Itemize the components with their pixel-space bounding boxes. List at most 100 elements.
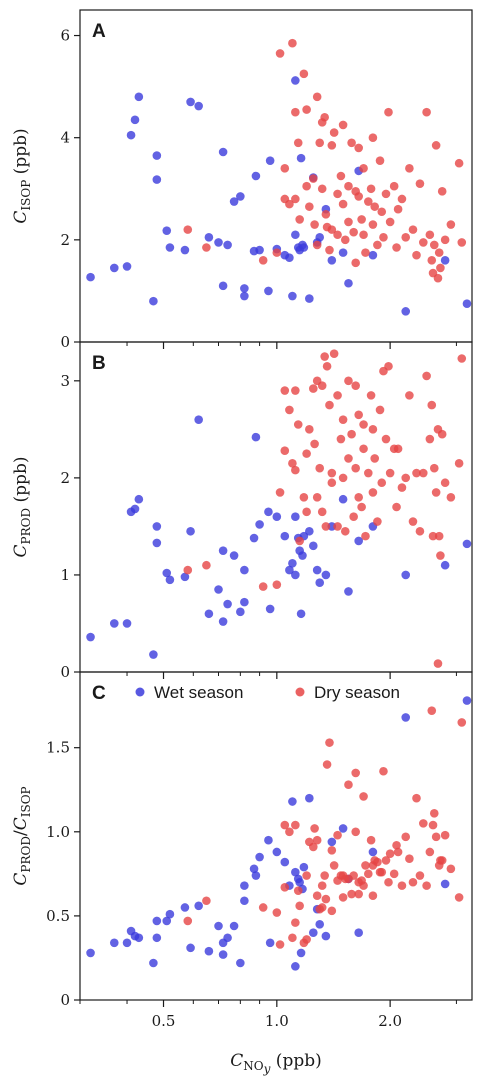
data-point [344, 278, 353, 288]
data-point [412, 793, 421, 803]
data-point [354, 536, 363, 546]
data-point [317, 381, 327, 390]
data-point [349, 512, 358, 522]
data-point [338, 199, 348, 209]
data-point [86, 272, 95, 282]
data-point [415, 526, 425, 536]
data-point [446, 220, 456, 229]
data-point [431, 488, 441, 497]
data-point [340, 235, 350, 245]
data-point [293, 420, 303, 429]
data-point [425, 434, 435, 444]
data-point [240, 291, 249, 301]
data-point [280, 164, 290, 173]
data-point [384, 877, 393, 887]
data-point [415, 871, 425, 880]
data-point [152, 916, 162, 926]
data-point [344, 376, 353, 386]
data-point [344, 587, 353, 596]
data-point [280, 386, 290, 395]
data-point [109, 619, 119, 628]
y-tick-label: 1.5 [46, 739, 70, 757]
data-point [317, 184, 327, 194]
data-point [214, 921, 223, 931]
data-point [291, 570, 300, 580]
data-point [333, 391, 342, 400]
data-point [315, 920, 325, 929]
data-point [338, 473, 348, 483]
data-point [251, 871, 261, 880]
data-point [428, 531, 438, 541]
data-point [327, 141, 337, 150]
data-point [275, 940, 285, 949]
data-point [392, 840, 401, 850]
data-point [272, 847, 282, 857]
data-point [431, 832, 441, 842]
data-point [329, 349, 339, 358]
data-point [291, 107, 300, 117]
data-point [293, 886, 303, 895]
data-point [229, 921, 239, 931]
data-point [218, 546, 228, 555]
data-point [351, 381, 360, 390]
data-point [315, 138, 325, 148]
data-point [251, 432, 261, 442]
data-point [431, 141, 441, 150]
data-point [457, 238, 467, 247]
series-dry-season [183, 659, 467, 949]
data-point [368, 250, 378, 260]
data-point [422, 371, 431, 381]
data-point [149, 958, 158, 968]
data-point [309, 384, 318, 393]
data-point [405, 164, 414, 173]
series-dry-season [183, 349, 467, 591]
data-point [295, 901, 304, 911]
data-point [302, 181, 311, 191]
x-tick-label: 0.5 [152, 1012, 176, 1030]
data-point [354, 410, 363, 420]
legend-label: Wet season [154, 683, 243, 702]
data-point [338, 824, 348, 833]
data-point [320, 352, 329, 361]
data-point [329, 128, 339, 137]
y-tick-label: 0 [60, 991, 70, 1009]
data-point [293, 138, 303, 148]
data-point [258, 582, 268, 591]
data-point [317, 881, 327, 890]
data-point [361, 248, 370, 257]
data-point [109, 938, 119, 948]
data-point [440, 879, 450, 889]
data-point [347, 889, 356, 899]
data-point [454, 158, 464, 168]
data-point [419, 819, 428, 828]
data-point [375, 405, 385, 415]
data-point [236, 192, 245, 201]
data-point [354, 492, 363, 502]
data-point [375, 156, 385, 165]
data-point [218, 950, 228, 959]
data-point [288, 38, 297, 48]
data-point [122, 619, 132, 628]
panel-frame [79, 671, 473, 1001]
data-point [422, 107, 431, 117]
data-point [336, 171, 346, 181]
data-point [338, 415, 348, 424]
data-point [427, 400, 437, 410]
data-point [218, 147, 228, 157]
data-point [310, 439, 319, 449]
data-point [218, 617, 228, 626]
data-point [291, 918, 300, 927]
data-point [385, 849, 395, 858]
data-point [405, 391, 414, 400]
panel-a: A 0 2 4 6 CISOP (ppb) [11, 9, 473, 351]
data-point [86, 632, 95, 642]
data-point [275, 488, 285, 497]
data-point [223, 240, 232, 250]
legend-label: Dry season [314, 683, 400, 702]
data-point [327, 255, 337, 265]
data-point [152, 175, 162, 184]
data-point [344, 217, 353, 227]
data-point [333, 522, 342, 531]
data-point [377, 867, 387, 877]
